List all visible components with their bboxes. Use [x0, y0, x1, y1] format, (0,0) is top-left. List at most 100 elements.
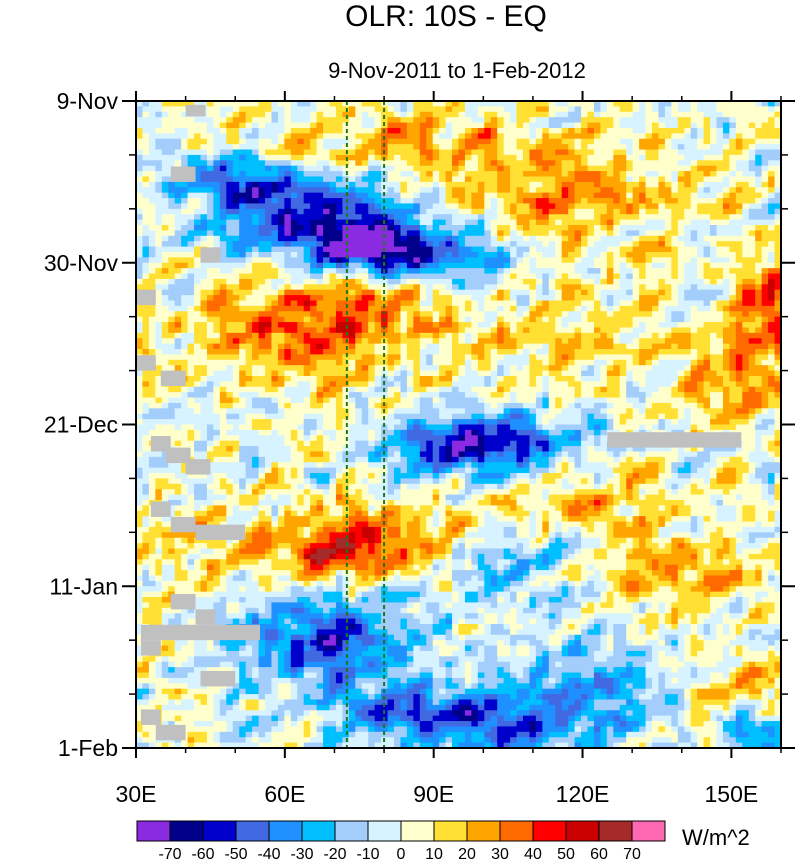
- field-cell: [477, 295, 485, 302]
- field-cell: [503, 246, 511, 253]
- field-cell: [142, 305, 150, 312]
- field-cell: [368, 133, 376, 140]
- field-cell: [335, 192, 343, 199]
- field-cell: [477, 133, 485, 140]
- field-cell: [355, 111, 363, 118]
- field-cell: [684, 127, 692, 134]
- field-cell: [252, 273, 260, 280]
- field-cell: [161, 332, 169, 339]
- field-cell: [374, 300, 382, 307]
- field-cell: [645, 117, 653, 124]
- field-cell: [523, 133, 531, 140]
- field-cell: [722, 332, 730, 339]
- field-cell: [452, 192, 460, 199]
- field-cell: [155, 311, 163, 318]
- field-cell: [677, 117, 685, 124]
- field-cell: [458, 289, 466, 296]
- field-cell: [232, 111, 240, 118]
- field-cell: [529, 138, 537, 145]
- field-cell: [335, 219, 343, 226]
- field-cell: [413, 284, 421, 291]
- field-cell: [452, 165, 460, 172]
- field-cell: [568, 208, 576, 215]
- field-cell: [697, 241, 705, 248]
- field-cell: [581, 187, 589, 194]
- field-cell: [174, 343, 182, 350]
- field-cell: [406, 322, 414, 329]
- field-cell: [387, 316, 395, 323]
- field-cell: [142, 251, 150, 258]
- field-cell: [548, 165, 556, 172]
- field-cell: [265, 160, 273, 167]
- field-cell: [652, 343, 660, 350]
- field-cell: [400, 349, 408, 356]
- field-cell: [690, 241, 698, 248]
- field-cell: [697, 106, 705, 113]
- field-cell: [219, 251, 227, 258]
- field-cell: [168, 278, 176, 285]
- field-cell: [761, 284, 769, 291]
- field-cell: [168, 359, 176, 366]
- field-cell: [755, 214, 763, 221]
- field-cell: [742, 365, 750, 372]
- field-cell: [755, 225, 763, 231]
- field-cell: [497, 316, 505, 323]
- field-cell: [710, 327, 718, 334]
- field-cell: [368, 198, 376, 205]
- field-cell: [490, 262, 498, 269]
- field-cell: [413, 160, 421, 167]
- field-cell: [490, 187, 498, 194]
- field-cell: [323, 268, 331, 275]
- field-cell: [452, 154, 460, 161]
- field-cell: [245, 230, 253, 237]
- field-cell: [174, 149, 182, 156]
- field-cell: [355, 214, 363, 221]
- field-cell: [355, 262, 363, 269]
- field-cell: [645, 300, 653, 307]
- field-cell: [645, 289, 653, 296]
- field-cell: [632, 289, 640, 296]
- field-cell: [768, 305, 776, 312]
- field-cell: [523, 289, 531, 296]
- field-cell: [639, 176, 647, 183]
- field-cell: [452, 149, 460, 156]
- field-cell: [639, 273, 647, 280]
- field-cell: [529, 251, 537, 258]
- field-cell: [206, 208, 214, 215]
- field-cell: [535, 246, 543, 253]
- field-cell: [774, 149, 782, 156]
- field-cell: [748, 359, 756, 366]
- field-cell: [277, 154, 285, 161]
- field-cell: [652, 230, 660, 237]
- field-cell: [348, 268, 356, 275]
- field-cell: [490, 176, 498, 183]
- field-cell: [684, 214, 692, 221]
- field-cell: [374, 338, 382, 345]
- field-cell: [232, 295, 240, 302]
- field-cell: [213, 176, 221, 183]
- field-cell: [484, 316, 492, 323]
- field-cell: [484, 359, 492, 366]
- field-cell: [136, 117, 144, 124]
- field-cell: [555, 203, 563, 210]
- field-cell: [374, 262, 382, 269]
- field-cell: [742, 149, 750, 156]
- field-cell: [406, 343, 414, 350]
- field-cell: [671, 160, 679, 167]
- field-cell: [284, 117, 292, 124]
- field-cell: [458, 300, 466, 307]
- field-cell: [490, 365, 498, 372]
- field-cell: [497, 214, 505, 221]
- field-cell: [348, 273, 356, 280]
- field-cell: [677, 332, 685, 339]
- field-cell: [600, 300, 608, 307]
- field-cell: [252, 122, 260, 129]
- field-cell: [523, 305, 531, 312]
- field-cell: [703, 354, 711, 361]
- field-cell: [581, 257, 589, 264]
- field-cell: [710, 273, 718, 280]
- field-cell: [581, 262, 589, 269]
- field-cell: [464, 187, 472, 194]
- field-cell: [774, 117, 782, 124]
- field-cell: [136, 338, 144, 345]
